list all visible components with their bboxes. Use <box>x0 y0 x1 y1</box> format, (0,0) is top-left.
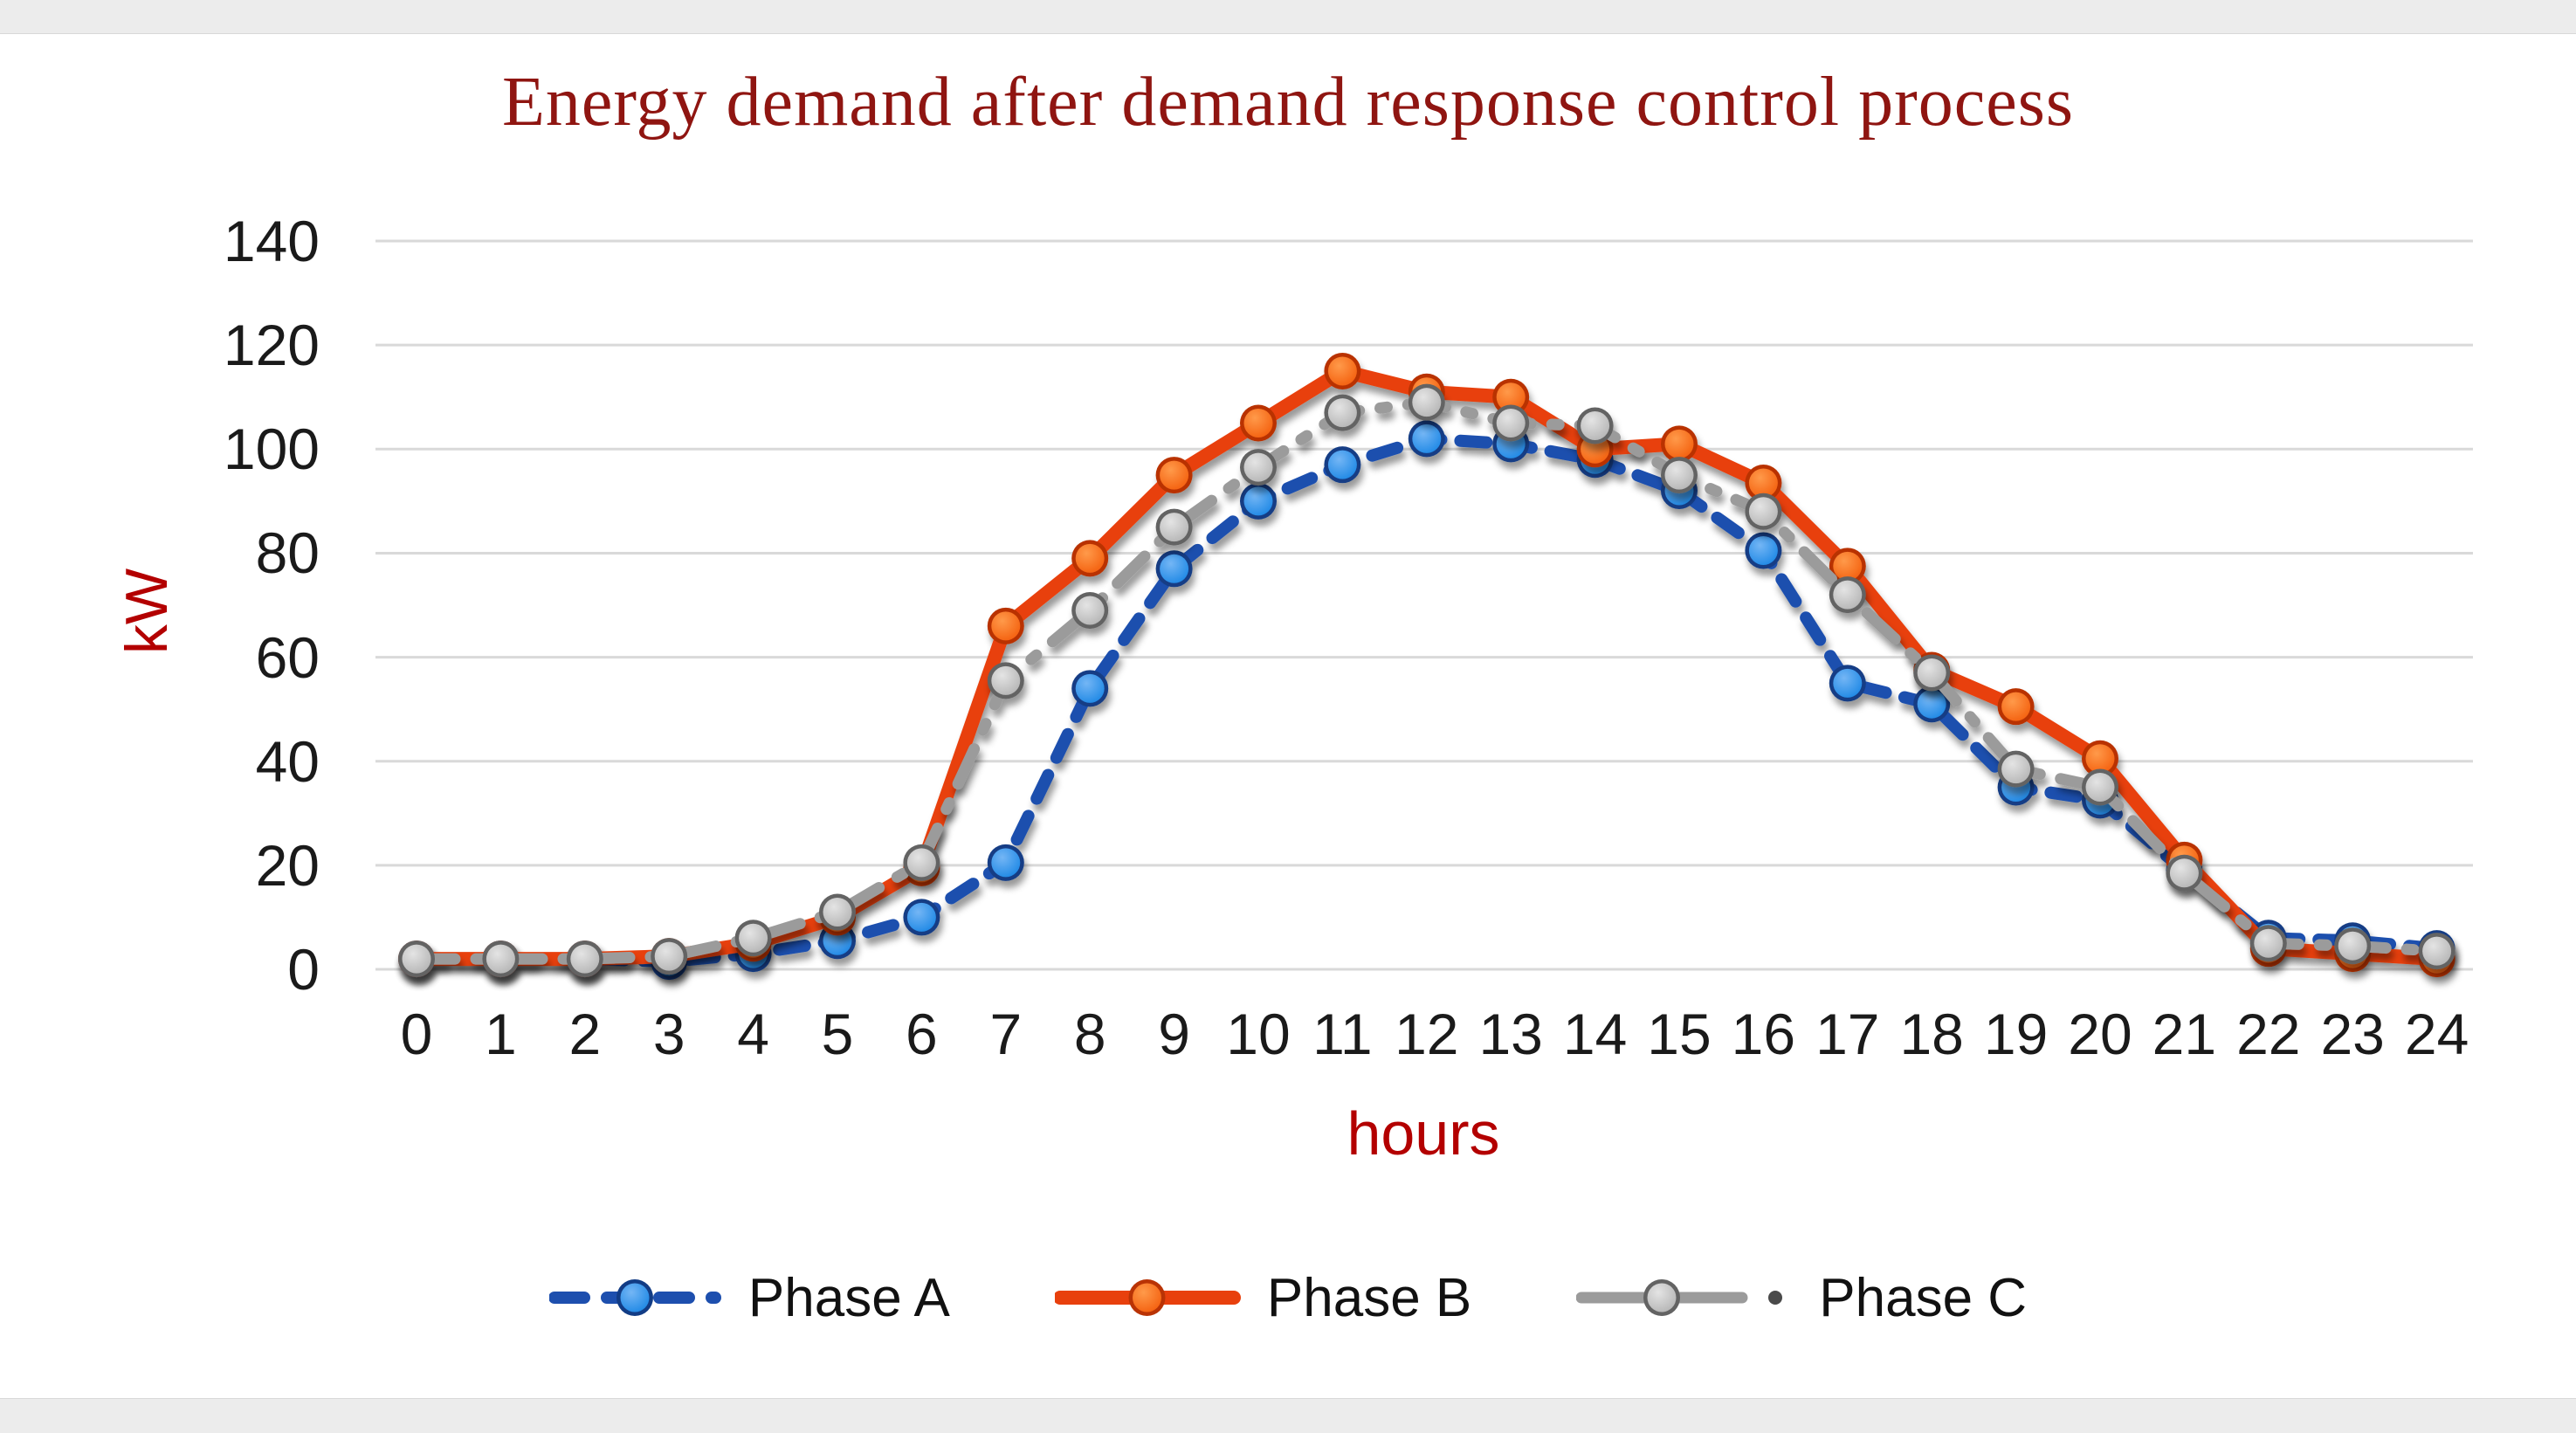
x-tick-label: 6 <box>906 1002 938 1066</box>
y-tick-label: 60 <box>255 624 320 690</box>
x-tick-label: 4 <box>737 1002 769 1066</box>
x-tick-label: 15 <box>1647 1002 1712 1066</box>
y-tick-label: 0 <box>287 937 320 1002</box>
legend-item-phase-b: Phase B <box>1054 1264 1472 1331</box>
phase-b-line-swatch-icon <box>1054 1279 1241 1316</box>
series-phase-a <box>398 420 2455 981</box>
x-tick-label: 13 <box>1478 1002 1543 1066</box>
x-tick-label: 16 <box>1731 1002 1796 1066</box>
page-top-band <box>0 0 2576 34</box>
x-tick-label: 12 <box>1395 1002 1459 1066</box>
x-tick-label: 7 <box>989 1002 1023 1066</box>
chart-legend: Phase A Phase B Phase C <box>0 1264 2576 1331</box>
x-tick-label: 3 <box>652 1002 685 1066</box>
y-tick-label: 120 <box>223 313 320 378</box>
series-phase-c <box>398 383 2455 978</box>
legend-label: Phase A <box>747 1267 950 1328</box>
x-tick-label: 22 <box>2236 1002 2301 1066</box>
gridlines <box>375 239 2473 971</box>
x-tick-label: 20 <box>2068 1002 2132 1066</box>
x-tick-label: 14 <box>1562 1002 1628 1066</box>
y-axis-title: kW <box>114 568 180 655</box>
x-tick-label: 2 <box>568 1002 602 1066</box>
page-bottom-band <box>0 1398 2576 1433</box>
chart-title: Energy demand after demand response cont… <box>501 64 2075 141</box>
legend-item-phase-c: Phase C <box>1576 1264 2027 1331</box>
x-axis-title: hours <box>1347 1099 1500 1168</box>
y-tick-label: 100 <box>223 417 320 482</box>
x-tick-label: 0 <box>400 1002 433 1066</box>
legend-label: Phase C <box>1819 1267 2028 1328</box>
phase-a-line-swatch-icon <box>548 1279 721 1316</box>
y-tick-label: 40 <box>255 728 320 794</box>
x-tick-label: 5 <box>821 1002 854 1066</box>
x-tick-label: 19 <box>1983 1002 2049 1066</box>
x-tick-label: 8 <box>1073 1002 1106 1066</box>
x-tick-label: 9 <box>1158 1002 1190 1066</box>
phase-c-line-swatch-icon <box>1576 1279 1783 1316</box>
x-tick-label: 17 <box>1815 1002 1880 1066</box>
x-tick-label: 1 <box>485 1002 517 1066</box>
x-tick-label: 24 <box>2404 1002 2469 1066</box>
legend-label: Phase B <box>1266 1267 1472 1328</box>
legend-item-phase-a: Phase A <box>548 1264 950 1331</box>
x-tick-label: 23 <box>2320 1002 2385 1066</box>
y-tick-label: 80 <box>255 520 320 586</box>
x-tick-label: 10 <box>1226 1002 1291 1066</box>
x-tick-label: 18 <box>1899 1002 1964 1066</box>
x-tick-label: 11 <box>1312 1002 1373 1066</box>
y-tick-label: 20 <box>255 832 320 898</box>
y-tick-label: 140 <box>223 209 320 274</box>
x-tick-label: 21 <box>2152 1002 2217 1066</box>
